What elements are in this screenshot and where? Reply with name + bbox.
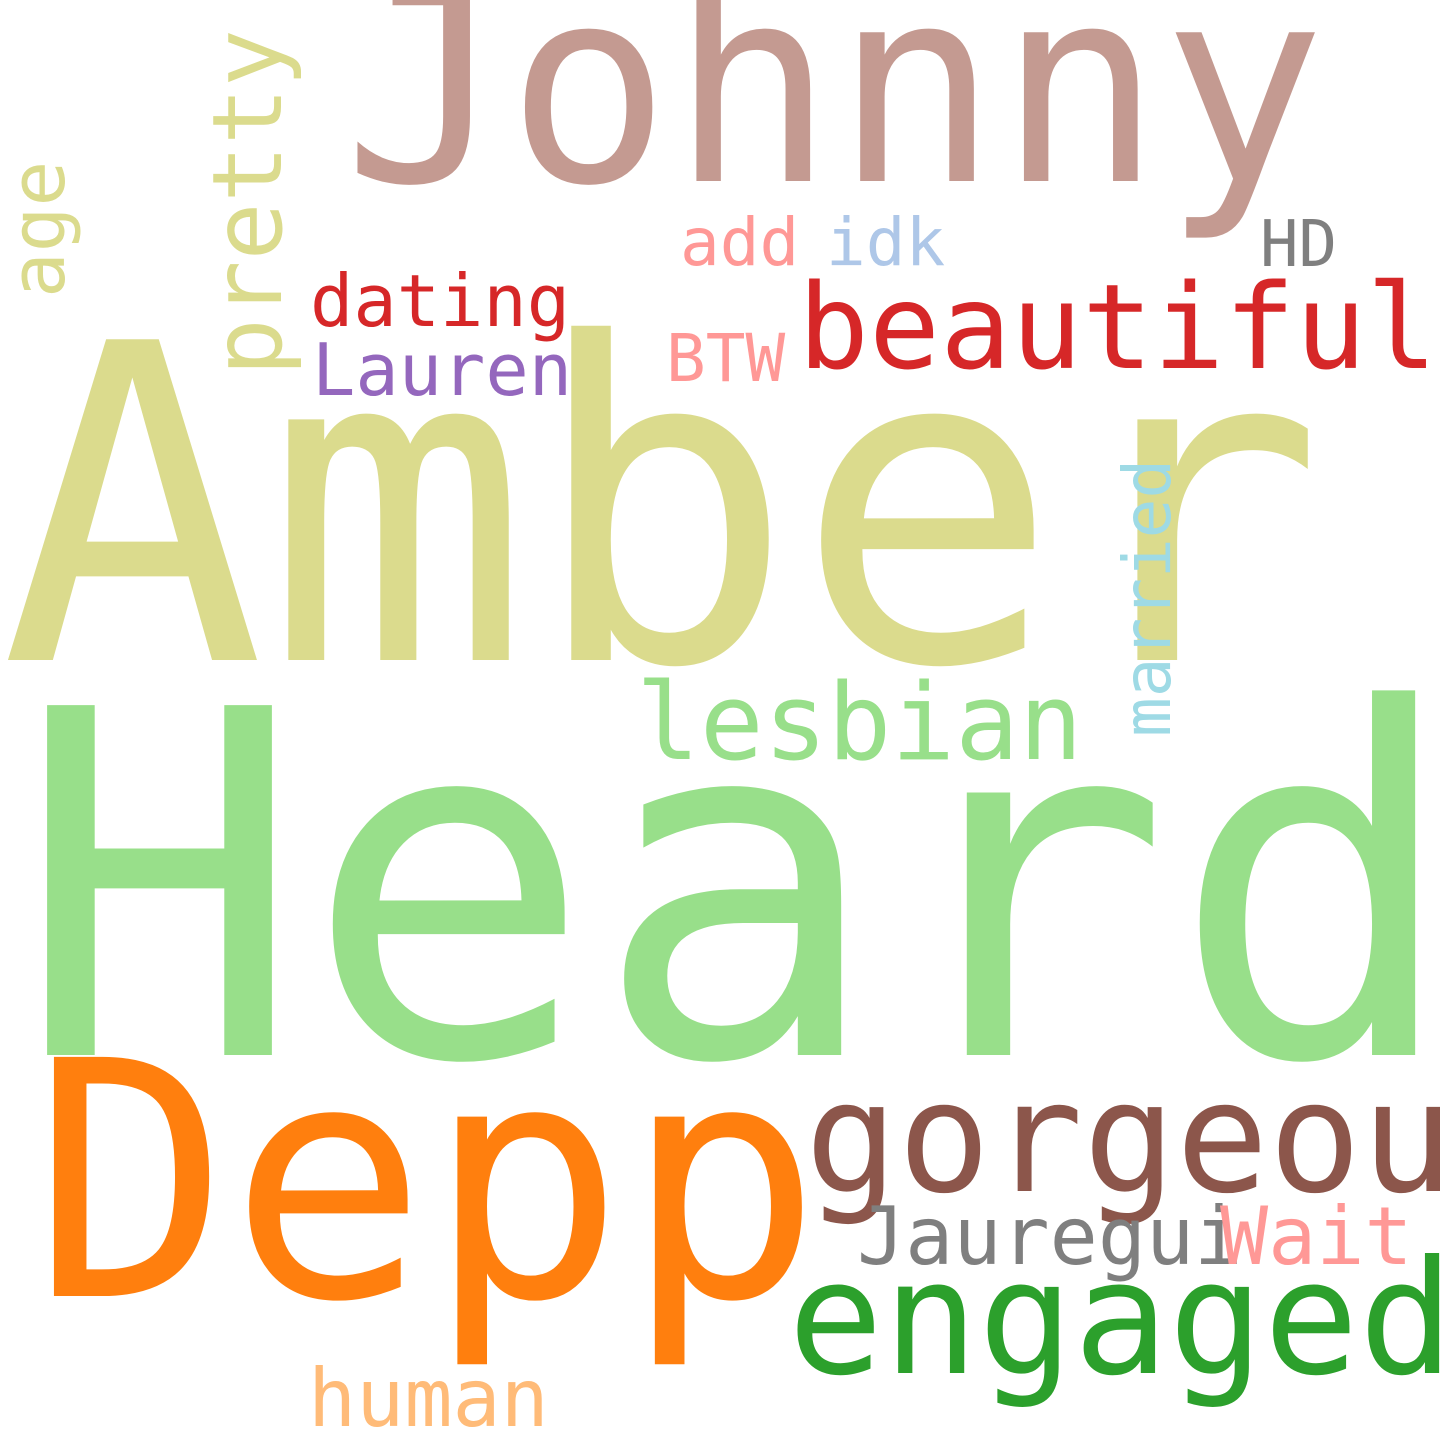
word-idk: idk bbox=[826, 204, 946, 281]
word-jauregui: Jauregui bbox=[857, 1190, 1243, 1283]
word-heard: Heard bbox=[15, 610, 1440, 1169]
word-dating: dating bbox=[310, 259, 571, 343]
word-gorgeous: gorgeous bbox=[805, 1049, 1440, 1228]
word-depp: Depp bbox=[32, 993, 822, 1374]
word-johnny: Johnny bbox=[343, 0, 1326, 246]
word-lauren: Lauren bbox=[312, 328, 573, 412]
word-btw: BTW bbox=[666, 320, 786, 397]
word-wait: Wait bbox=[1220, 1190, 1413, 1283]
word-engaged: engaged bbox=[788, 1227, 1440, 1411]
word-add: add bbox=[680, 204, 800, 281]
word-lesbian: lesbian bbox=[636, 661, 1083, 784]
word-amber: Amber bbox=[0, 252, 1325, 764]
word-hd: HD bbox=[1260, 208, 1338, 282]
word-human: human bbox=[308, 1352, 549, 1440]
word-beautiful: beautiful bbox=[798, 258, 1438, 396]
